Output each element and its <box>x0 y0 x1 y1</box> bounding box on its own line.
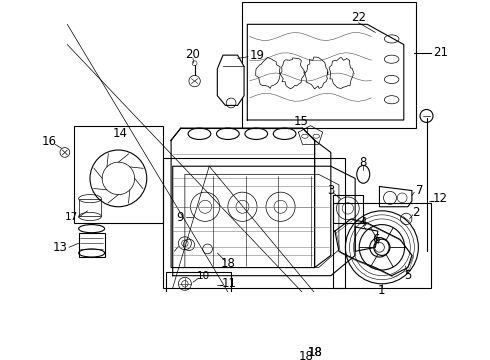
Text: 10: 10 <box>197 271 210 281</box>
Bar <box>166 272 231 296</box>
Text: 5: 5 <box>404 269 412 282</box>
Text: 18: 18 <box>220 257 235 270</box>
Bar <box>163 158 345 288</box>
Bar <box>79 233 104 257</box>
Text: 18: 18 <box>307 346 322 359</box>
Text: 14: 14 <box>113 127 127 140</box>
Text: 16: 16 <box>42 135 57 148</box>
Text: 21: 21 <box>433 46 448 59</box>
Text: 22: 22 <box>351 11 366 24</box>
Polygon shape <box>217 55 244 105</box>
Text: 18: 18 <box>307 346 322 359</box>
Text: 4: 4 <box>360 216 367 229</box>
Text: 1: 1 <box>378 284 386 297</box>
Text: 8: 8 <box>360 156 367 169</box>
Text: 19: 19 <box>250 49 265 62</box>
Text: 2: 2 <box>412 206 419 219</box>
Bar <box>333 203 431 288</box>
Text: 13: 13 <box>52 241 67 254</box>
Bar <box>79 199 101 216</box>
Text: 18: 18 <box>299 350 314 360</box>
Text: 3: 3 <box>327 184 335 197</box>
Text: 12: 12 <box>433 192 448 205</box>
Text: 9: 9 <box>176 211 183 224</box>
Bar <box>242 3 416 128</box>
Text: 11: 11 <box>221 277 236 290</box>
Bar <box>74 126 163 223</box>
Text: 7: 7 <box>416 184 423 197</box>
Text: 6: 6 <box>372 233 379 246</box>
Text: 17: 17 <box>65 212 78 222</box>
Text: 15: 15 <box>294 115 308 128</box>
Text: 20: 20 <box>186 48 200 61</box>
